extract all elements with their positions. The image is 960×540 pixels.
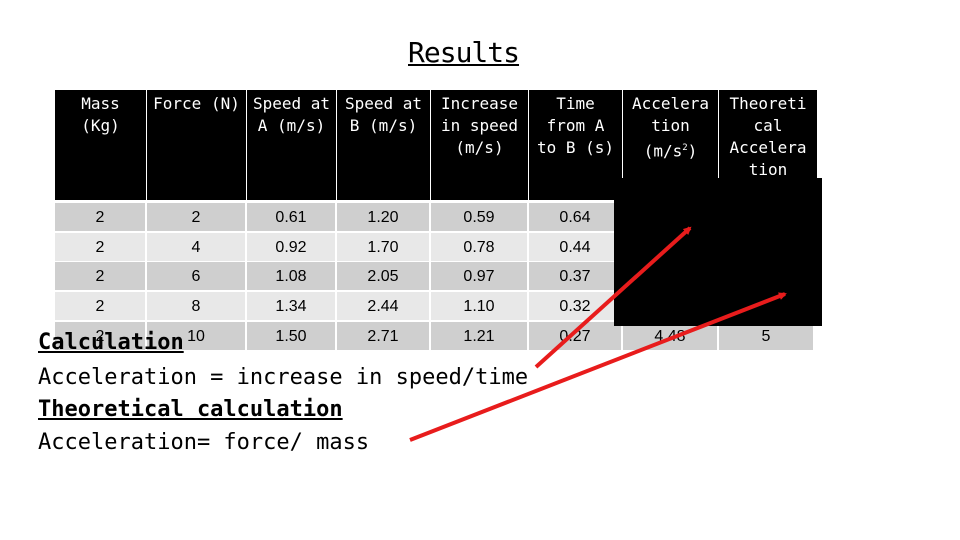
table-cell: 4 <box>147 233 247 261</box>
table-cell: 0.61 <box>247 203 337 231</box>
table-cell: 1.10 <box>431 292 529 320</box>
header-theoretical: Theoreti cal Accelera tion <box>729 94 807 179</box>
table-cell: 2.44 <box>337 292 431 320</box>
header-time: Time from A to B (s) <box>529 90 623 200</box>
table-cell: 1.08 <box>247 262 337 290</box>
table-cell: 0.59 <box>431 203 529 231</box>
arrow-to-theoretical <box>409 292 787 442</box>
calculation-formula: Acceleration = increase in speed/time <box>38 365 529 390</box>
table-cell: 0.92 <box>247 233 337 261</box>
theoretical-heading: Theoretical calculation <box>38 397 343 422</box>
black-cover-box <box>614 178 822 326</box>
table-cell: 1.70 <box>337 233 431 261</box>
table-cell: 0.97 <box>431 262 529 290</box>
table-cell: 2.05 <box>337 262 431 290</box>
table-cell: 2 <box>55 292 147 320</box>
header-acceleration: Accelera tion (m/s2) <box>623 90 719 200</box>
page-title: Results <box>408 36 520 69</box>
calculation-heading: Calculation <box>38 330 184 355</box>
table-cell: 1.34 <box>247 292 337 320</box>
table-cell: 2.71 <box>337 322 431 350</box>
header-speed-a: Speed at A (m/s) <box>247 90 337 200</box>
header-increase: Increase in speed (m/s) <box>431 90 529 200</box>
arrow-to-acceleration <box>534 226 692 369</box>
table-cell: 2 <box>147 203 247 231</box>
header-force: Force (N) <box>147 90 247 200</box>
table-cell: 6 <box>147 262 247 290</box>
table-cell: 2 <box>55 322 147 350</box>
table-cell: 2 <box>55 233 147 261</box>
header-mass: Mass (Kg) <box>55 90 147 200</box>
table-cell: 10 <box>147 322 247 350</box>
table-cell: 1.50 <box>247 322 337 350</box>
table-cell: 0.78 <box>431 233 529 261</box>
header-speed-b: Speed at B (m/s) <box>337 90 431 200</box>
table-cell: 5 <box>719 322 815 350</box>
table-cell: 2 <box>55 262 147 290</box>
theoretical-formula: Acceleration= force/ mass <box>38 430 370 455</box>
table-cell: 2 <box>55 203 147 231</box>
table-cell: 1.20 <box>337 203 431 231</box>
table-cell: 1.21 <box>431 322 529 350</box>
table-cell: 8 <box>147 292 247 320</box>
